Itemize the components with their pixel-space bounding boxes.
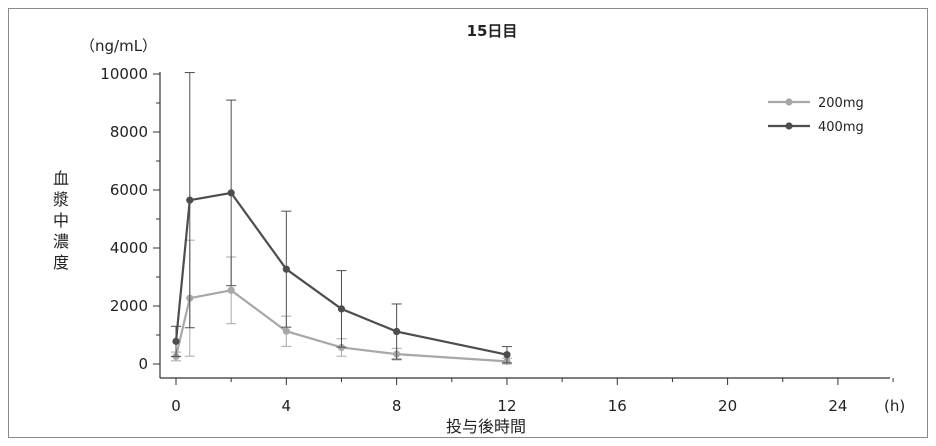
y-axis-title-char: 中 [53, 211, 69, 230]
legend-label: 400mg [818, 120, 864, 135]
x-tick-label: 4 [282, 397, 292, 415]
x-unit-label: (h) [884, 397, 905, 415]
x-tick-label: 8 [392, 397, 402, 415]
y-axis-title-char: 漿 [53, 190, 69, 209]
data-point [337, 305, 346, 313]
y-tick-label: 2000 [110, 297, 148, 315]
x-tick-label: 24 [828, 397, 847, 415]
chart-frame [8, 8, 928, 438]
legend-marker [785, 122, 793, 130]
chart-title: 15日目 [467, 22, 518, 40]
y-tick-label: 6000 [110, 181, 148, 199]
x-tick-label: 12 [497, 397, 516, 415]
data-point [282, 265, 290, 273]
data-point [282, 327, 290, 335]
y-tick-label: 8000 [110, 123, 148, 141]
x-axis-title: 投与後時間 [446, 417, 526, 436]
data-point [227, 189, 235, 197]
y-axis-title-char: 濃 [53, 232, 69, 251]
y-axis-title-char: 血 [53, 169, 69, 188]
series-400mg [171, 72, 512, 364]
y-tick-label: 4000 [110, 239, 148, 257]
legend-marker [785, 98, 793, 106]
y-axis-title-char: 度 [53, 253, 69, 272]
y-tick-label: 10000 [100, 65, 148, 83]
data-point [186, 196, 194, 204]
data-point [172, 337, 180, 345]
x-tick-label: 16 [608, 397, 627, 415]
plot-area [171, 72, 512, 365]
legend: 200mg 400mg [768, 96, 864, 135]
y-unit-label: （ng/mL） [80, 37, 157, 55]
legend-label: 200mg [818, 96, 864, 111]
y-tick-label: 0 [138, 355, 148, 373]
x-tick-label: 20 [718, 397, 737, 415]
axes: 0 4 8 12 16 20 24 0 2000 4000 6000 8000 10000 [100, 65, 894, 415]
data-point [227, 286, 235, 294]
data-point [503, 351, 511, 359]
x-tick-label: 0 [171, 397, 181, 415]
data-point [393, 327, 401, 336]
